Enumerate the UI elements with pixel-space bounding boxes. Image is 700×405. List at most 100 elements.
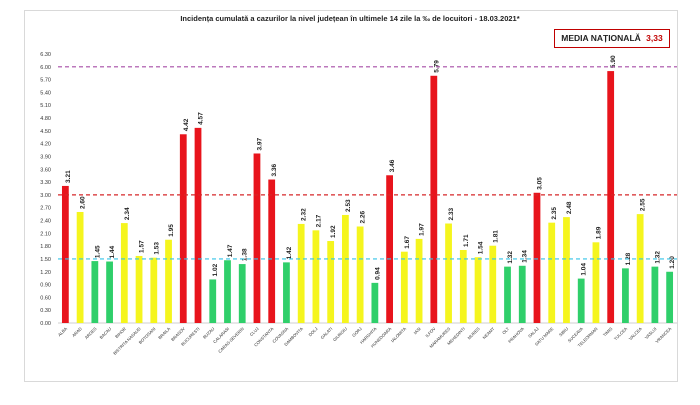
data-label: 1.89: [595, 226, 602, 239]
bar-vrancea: [666, 271, 674, 323]
y-tick-label: 5.10: [40, 103, 51, 109]
data-label: 3.97: [256, 137, 263, 150]
data-label: 1.38: [242, 248, 249, 261]
data-label: 2.55: [640, 198, 647, 211]
bar-olt: [504, 266, 511, 323]
data-label: 1.97: [419, 223, 426, 236]
data-label: 2.32: [301, 208, 308, 221]
x-tick-label: IALOMITA: [390, 326, 407, 343]
bar-bistrita-nasaud: [135, 255, 143, 323]
x-tick-label: GORJ: [351, 326, 363, 338]
x-tick-label: OLT: [501, 326, 510, 335]
bar-galati: [327, 241, 335, 323]
data-label: 1.95: [168, 224, 175, 237]
bar-vaslui: [651, 266, 659, 323]
bar-braila: [165, 239, 172, 323]
data-label: 3.21: [65, 170, 72, 183]
bar-hunedoara: [386, 175, 393, 323]
x-tick-label: ARAD: [71, 326, 83, 338]
bar-valcea: [636, 214, 644, 323]
data-label: 3.05: [536, 177, 543, 190]
bar-dambovita: [297, 223, 305, 323]
y-tick-label: 1.20: [40, 270, 51, 276]
y-tick-label: 2.10: [40, 231, 51, 237]
data-label: 4.57: [198, 112, 205, 125]
x-tick-label: BIHOR: [114, 326, 127, 339]
bar-calarasi: [224, 260, 231, 323]
y-tick-label: 1.80: [40, 244, 51, 250]
bar-teleorman: [592, 242, 600, 323]
data-label: 1.32: [507, 251, 514, 264]
data-label: 5.90: [610, 55, 617, 68]
y-tick-label: 3.30: [40, 180, 51, 186]
bar-buzau: [209, 279, 217, 323]
bar-maramures: [445, 223, 452, 323]
bar-giurgiu: [342, 214, 349, 323]
bar-dolj: [312, 230, 320, 323]
chart-title: Incidența cumulată a cazurilor la nivel …: [180, 14, 520, 23]
data-label: 0.94: [374, 267, 381, 280]
bar-sibiu: [563, 217, 570, 323]
bar-satu-mare: [548, 222, 556, 323]
x-tick-label: TULCEA: [613, 326, 628, 341]
bar-ilfov: [430, 75, 438, 324]
data-label: 1.67: [404, 236, 411, 249]
data-label: 1.44: [109, 245, 116, 258]
bar-gorj: [356, 226, 364, 323]
y-tick-label: 4.20: [40, 142, 51, 148]
x-tick-label: SALAJ: [527, 326, 540, 339]
y-tick-label: 5.40: [40, 90, 51, 96]
data-label: 1.81: [492, 230, 499, 243]
y-tick-label: 1.50: [40, 257, 51, 263]
data-label: 2.33: [448, 207, 455, 220]
bar-botosani: [150, 257, 158, 323]
data-label: 1.92: [330, 225, 337, 238]
y-tick-label: 0.60: [40, 295, 51, 301]
y-tick-label: 0.30: [40, 308, 51, 314]
data-label: 1.53: [153, 242, 160, 255]
data-label: 3.46: [389, 159, 396, 172]
y-tick-label: 4.50: [40, 129, 51, 135]
x-tick-label: PRAHOVA: [507, 326, 525, 344]
data-label: 1.32: [654, 251, 661, 264]
x-tick-label: BUZAU: [202, 326, 216, 340]
x-tick-label: VRANCEA: [654, 326, 672, 344]
x-tick-label: GIURGIU: [332, 326, 348, 342]
bar-neamt: [489, 245, 497, 323]
bar-harghita: [371, 282, 379, 323]
data-label: 1.57: [139, 240, 146, 253]
bar-brasov: [179, 134, 187, 323]
data-label: 1.34: [522, 250, 529, 263]
bar-bacau: [106, 261, 113, 323]
bar-arad: [76, 211, 84, 323]
bar-arges: [91, 261, 99, 323]
x-tick-label: VASLUI: [644, 326, 658, 340]
data-label: 1.54: [478, 241, 485, 254]
x-tick-label: VALCEA: [628, 326, 643, 341]
data-label: 4.42: [183, 118, 190, 131]
x-tick-label: ALBA: [57, 326, 68, 337]
x-tick-label: SIBIU: [558, 326, 569, 337]
x-tick-label: CLUJ: [249, 326, 260, 337]
y-tick-label: 3.60: [40, 167, 51, 173]
national-average-label: MEDIA NAȚIONALĂ: [561, 33, 641, 43]
x-tick-label: TIMIS: [602, 326, 614, 338]
bar-tulcea: [622, 268, 629, 323]
y-tick-label: 2.70: [40, 206, 51, 212]
bar-cluj: [253, 153, 261, 323]
data-label: 1.04: [581, 263, 588, 276]
bar-constanta: [268, 179, 276, 323]
y-tick-label: 2.40: [40, 219, 51, 225]
data-label: 1.45: [94, 245, 101, 258]
data-label: 2.60: [80, 196, 87, 209]
data-label: 2.34: [124, 207, 131, 220]
data-label: 2.35: [551, 207, 558, 220]
national-average-value: 3,33: [646, 33, 663, 43]
x-tick-label: NEAMT: [482, 326, 496, 340]
bar-alba: [61, 185, 69, 323]
y-tick-label: 6.30: [40, 52, 51, 58]
y-tick-label: 3.00: [40, 193, 51, 199]
bar-iasi: [415, 238, 423, 323]
x-tick-label: ARGES: [84, 326, 98, 340]
data-label: 1.02: [212, 263, 219, 276]
